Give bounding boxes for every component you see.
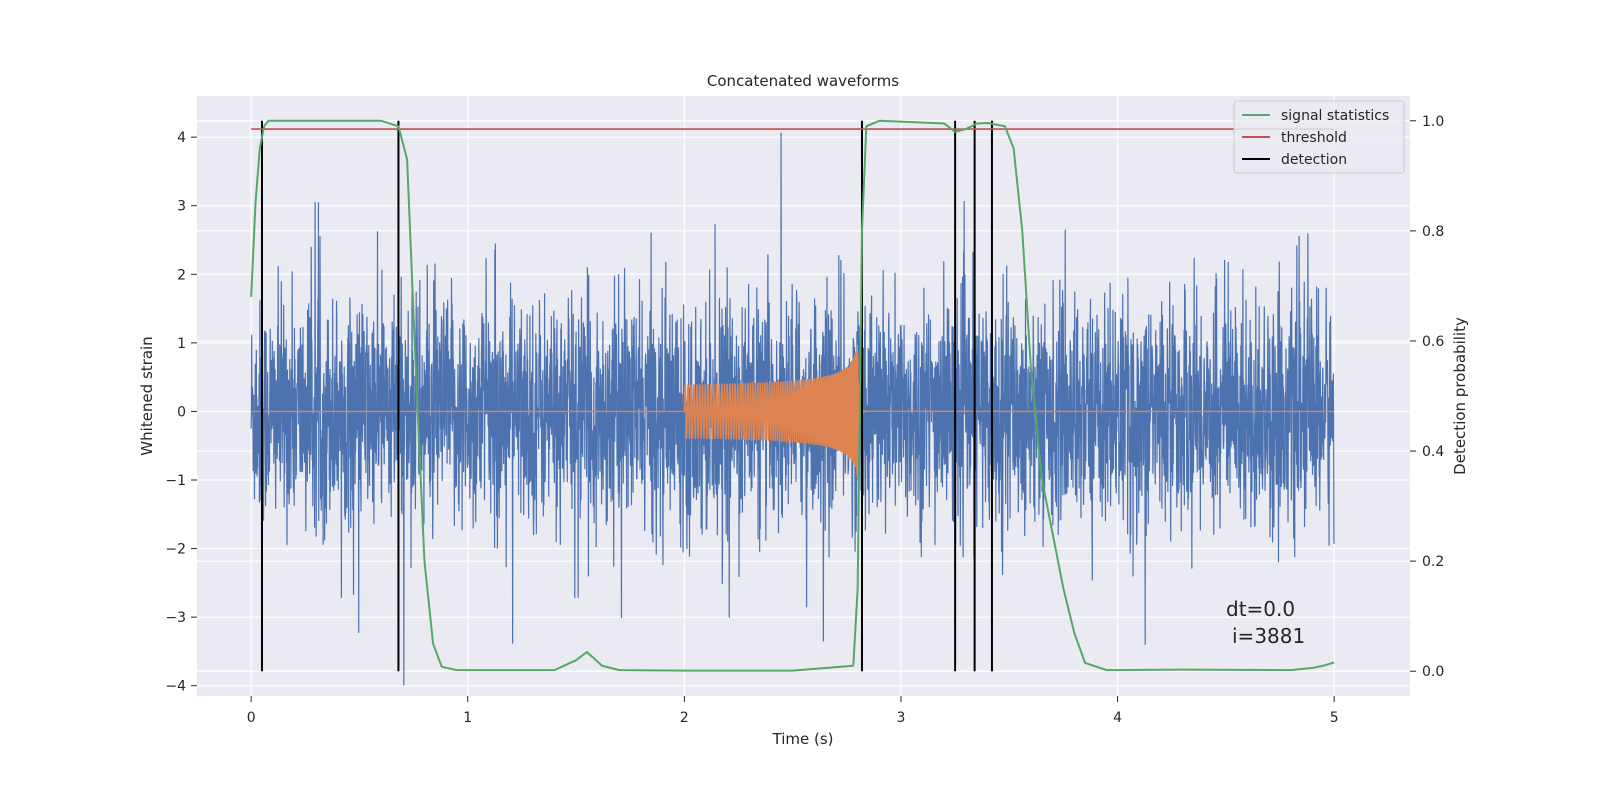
whitened-strain-noise [250, 132, 1335, 686]
y-tick-label: 3 [177, 199, 186, 215]
y-tick-label: −4 [165, 679, 186, 695]
chirp-waveform [251, 345, 1335, 480]
y-tick-label: −3 [165, 610, 186, 626]
y-tick-label: −1 [165, 473, 186, 489]
legend-label-threshold: threshold [1281, 130, 1347, 146]
right-y-axis-ticks: 0.0 0.2 0.4 0.6 0.8 1.0 [1410, 114, 1444, 680]
legend-box [1233, 100, 1405, 174]
y-tick-label: 1 [177, 336, 186, 352]
right-y-tick-label: 0.6 [1422, 334, 1444, 350]
right-y-tick-label: 0.0 [1422, 664, 1444, 680]
x-tick-label: 1 [463, 710, 472, 726]
y-tick-label: 4 [177, 130, 186, 146]
y-tick-label: 2 [177, 267, 186, 283]
annotation-i: i=3881 [1232, 624, 1305, 648]
x-tick-label: 0 [247, 710, 256, 726]
chart-title: Concatenated waveforms [707, 72, 899, 90]
signal-statistics-line [250, 119, 1335, 672]
x-axis-ticks: 0 1 2 3 4 5 [247, 696, 1339, 726]
x-tick-label: 5 [1330, 710, 1339, 726]
legend-label-signal: signal statistics [1281, 108, 1389, 124]
x-tick-label: 2 [680, 710, 689, 726]
right-y-tick-label: 0.2 [1422, 554, 1444, 570]
right-y-tick-label: 0.4 [1422, 444, 1444, 460]
annotation-dt: dt=0.0 [1226, 597, 1295, 621]
legend: signal statistics threshold detection [1233, 100, 1405, 174]
legend-label-detection: detection [1281, 152, 1347, 168]
chirp-line [251, 345, 1335, 480]
x-axis-title: Time (s) [772, 730, 834, 748]
right-y-tick-label: 1.0 [1422, 114, 1444, 130]
right-y-tick-label: 0.8 [1422, 224, 1444, 240]
y-tick-label: −2 [165, 542, 186, 558]
y-axis-title: Whitened strain [138, 336, 156, 455]
annotation: dt=0.0 i=3881 [1226, 597, 1305, 648]
right-y-axis-title: Detection probability [1451, 317, 1469, 475]
noise-line [250, 132, 1335, 686]
right-axis-series [250, 119, 1335, 672]
y-axis-ticks: −4 −3 −2 −1 0 1 2 3 4 [165, 130, 197, 695]
x-tick-label: 4 [1113, 710, 1122, 726]
y-tick-label: 0 [177, 404, 186, 420]
x-tick-label: 3 [897, 710, 906, 726]
